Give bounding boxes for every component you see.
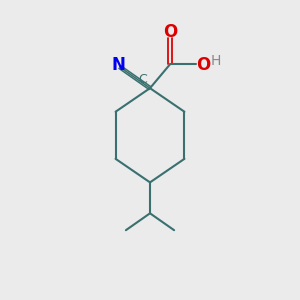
Text: N: N xyxy=(111,56,125,74)
Text: O: O xyxy=(163,22,177,40)
Text: C: C xyxy=(138,74,147,86)
Text: O: O xyxy=(196,56,210,74)
Text: H: H xyxy=(210,54,221,68)
